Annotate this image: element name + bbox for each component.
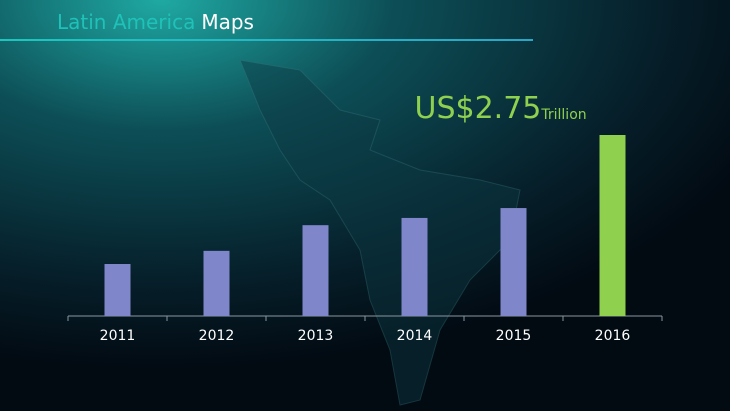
x-tick-label: 2015 xyxy=(496,328,532,344)
title-part: Latin America xyxy=(57,10,195,34)
bar xyxy=(401,217,428,316)
x-tick-label: 2012 xyxy=(199,328,235,344)
value-label-group: US$2.75Trillion xyxy=(415,91,587,126)
x-tick-label: 2014 xyxy=(397,328,433,344)
value-label: US$2.75 xyxy=(415,91,542,126)
title-part: Maps xyxy=(201,10,254,34)
value-unit: Trillion xyxy=(540,107,586,123)
chart-title: Latin America Maps xyxy=(57,10,254,34)
bar xyxy=(203,250,230,316)
x-tick-label: 2016 xyxy=(595,328,631,344)
x-tick-label: 2013 xyxy=(298,328,334,344)
x-tick-label: 2011 xyxy=(100,328,136,344)
map-outline xyxy=(239,59,521,406)
title-rule xyxy=(0,39,533,41)
bar xyxy=(500,208,527,316)
bar xyxy=(599,135,626,316)
bar xyxy=(302,225,329,316)
bar xyxy=(104,264,131,316)
